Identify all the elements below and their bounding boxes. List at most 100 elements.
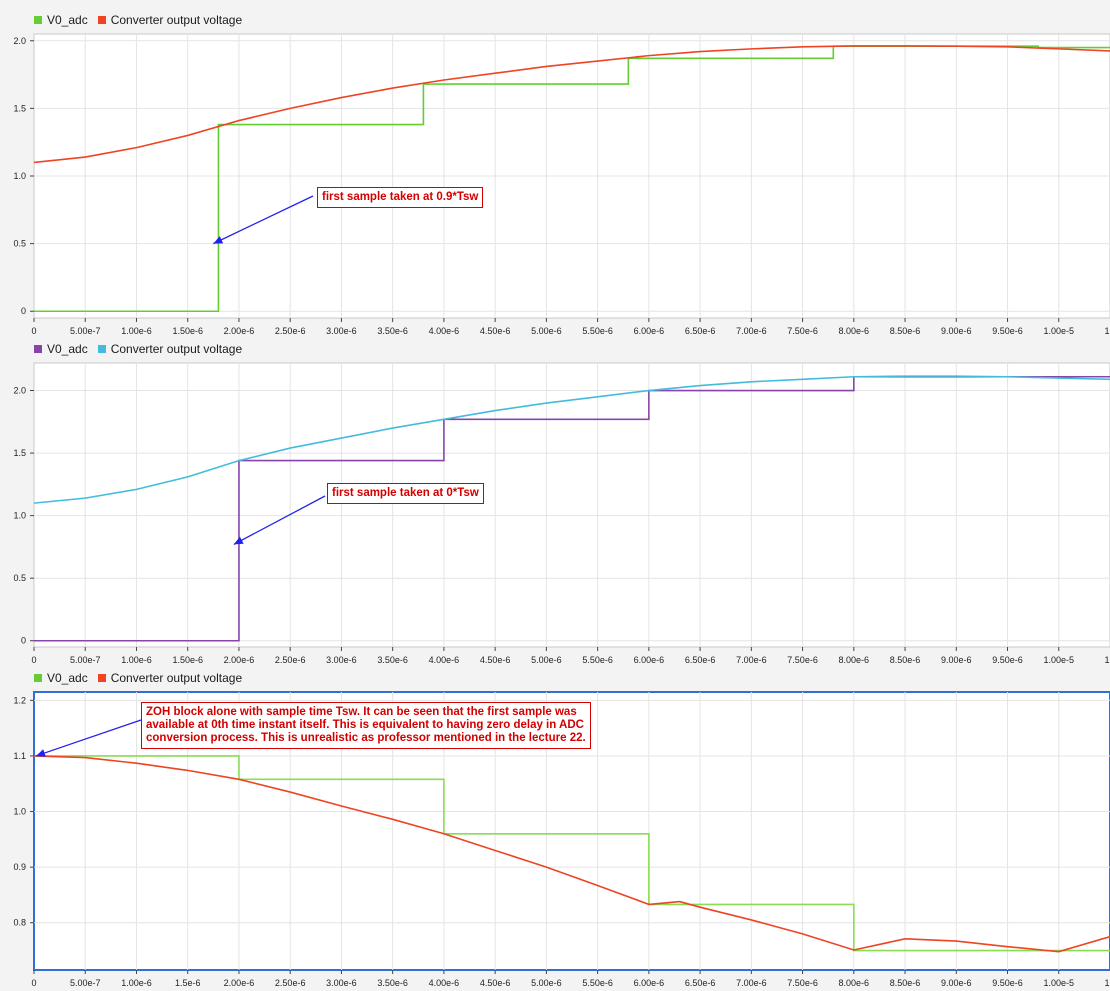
x-tick-label: 2.50e-6: [275, 326, 306, 336]
legend-label: Converter output voltage: [110, 13, 243, 27]
y-tick-label: 0.8: [13, 918, 26, 928]
x-tick-label: 1.00e-5: [1043, 326, 1074, 336]
legend-entry-converter-output-voltage[interactable]: Converter output voltage: [97, 10, 243, 30]
series-line-converter-output-voltage: [34, 45, 1110, 164]
legend-entry-v0-adc[interactable]: V0_adc: [34, 339, 88, 359]
annotation-arrow: [35, 719, 142, 757]
y-tick-label: 0: [21, 306, 26, 316]
y-tick-label: 1.5: [13, 103, 26, 113]
series-line-v0-adc: [34, 45, 1110, 313]
x-tick-label: 5.50e-6: [582, 655, 613, 665]
x-tick-label: 7.50e-6: [787, 655, 818, 665]
x-tick-label: 6.00e-6: [634, 978, 665, 988]
x-tick-label: 0: [31, 978, 36, 988]
series-line-v0-adc: [34, 755, 1110, 952]
legend-entry-v0-adc[interactable]: V0_adc: [34, 10, 88, 30]
series-line-converter-output-voltage: [34, 375, 1110, 504]
x-tick-label-edge: 1: [1104, 655, 1109, 665]
y-tick-label: 0.9: [13, 862, 26, 872]
y-tick-label: 1.2: [13, 695, 26, 705]
x-tick-label: 1.00e-6: [121, 655, 152, 665]
x-tick-label: 1.00e-6: [121, 326, 152, 336]
x-tick-label: 9.00e-6: [941, 326, 972, 336]
x-tick-label-edge: 1: [1104, 326, 1109, 336]
x-tick-label: 9.50e-6: [992, 978, 1023, 988]
x-tick-label: 2.00e-6: [224, 326, 255, 336]
x-tick-label: 3.00e-6: [326, 326, 357, 336]
y-tick-label: 1.5: [13, 448, 26, 458]
legend: V0_adc Converter output voltage: [34, 339, 252, 359]
annotation-note[interactable]: first sample taken at 0*Tsw: [327, 483, 484, 504]
x-tick-label: 8.50e-6: [890, 326, 921, 336]
x-tick-label: 9.50e-6: [992, 655, 1023, 665]
x-tick-label: 4.50e-6: [480, 655, 511, 665]
x-tick-label: 4.50e-6: [480, 978, 511, 988]
legend-entry-converter-output-voltage[interactable]: Converter output voltage: [97, 339, 243, 359]
x-tick-label: 4.00e-6: [429, 326, 460, 336]
y-tick-label: 0.5: [13, 573, 26, 583]
x-tick-label: 2.00e-6: [224, 978, 255, 988]
y-tick-label: 0.5: [13, 239, 26, 249]
annotation-note[interactable]: first sample taken at 0.9*Tsw: [317, 187, 484, 208]
x-tick-label: 3.50e-6: [377, 978, 408, 988]
series-line-converter-output-voltage: [34, 755, 1110, 953]
x-tick-label: 1.00e-5: [1043, 655, 1074, 665]
x-tick-label: 2.50e-6: [275, 655, 306, 665]
scope-panel-1[interactable]: V0_adc Converter output voltage 0 5.00e-7 1.…: [0, 10, 1110, 338]
x-tick-label: 1.5e-6: [175, 978, 201, 988]
legend-swatch: [34, 16, 42, 24]
legend-swatch: [97, 674, 106, 682]
x-tick-label: 1.00e-6: [121, 978, 152, 988]
scope-panel-3[interactable]: V0_adc Converter output voltage 0 5.00e-7 1.…: [0, 668, 1110, 990]
x-tick-label: 8.00e-6: [839, 326, 870, 336]
x-tick-label: 6.00e-6: [634, 326, 665, 336]
x-tick-label: 7.50e-6: [787, 326, 818, 336]
legend-label: Converter output voltage: [110, 342, 243, 356]
x-tick-label: 5.00e-6: [531, 978, 562, 988]
x-tick-label: 3.50e-6: [377, 655, 408, 665]
plot-area[interactable]: [33, 362, 1110, 648]
plot-svg[interactable]: 0 5.00e-7 1.00e-6 1.50e-6 2.00e-6 2.50e-6 3.00…: [0, 10, 1110, 338]
x-tick-label: 9.00e-6: [941, 978, 972, 988]
x-tick-label: 6.00e-6: [634, 655, 665, 665]
legend-label: V0_adc: [47, 342, 88, 356]
x-tick-label: 1.50e-6: [172, 326, 203, 336]
x-tick-label: 0: [31, 326, 36, 336]
y-tick-label: 2.0: [13, 386, 26, 396]
y-tick-label: 0: [21, 636, 26, 646]
annotation-arrowhead: [36, 749, 46, 757]
x-tick-label: 5.00e-7: [70, 655, 101, 665]
x-tick-label: 3.00e-6: [326, 978, 357, 988]
annotation-arrow: [233, 495, 326, 545]
legend-entry-v0-adc[interactable]: V0_adc: [34, 668, 88, 688]
x-tick-label: 5.00e-6: [531, 326, 562, 336]
x-tick-label: 7.50e-6: [787, 978, 818, 988]
x-tick-label: 5.00e-6: [531, 655, 562, 665]
x-tick-label: 9.50e-6: [992, 326, 1023, 336]
legend-label: V0_adc: [47, 671, 88, 685]
legend-swatch: [34, 674, 42, 682]
x-tick-label: 4.50e-6: [480, 326, 511, 336]
x-tick-label: 3.50e-6: [377, 326, 408, 336]
y-tick-label: 1.0: [13, 807, 26, 817]
x-tick-label: 2.50e-6: [275, 978, 306, 988]
legend-swatch: [34, 345, 42, 353]
x-tick-label: 8.50e-6: [890, 978, 921, 988]
legend-swatch: [97, 345, 106, 353]
legend: V0_adc Converter output voltage: [34, 10, 252, 30]
plot-svg[interactable]: 0 5.00e-7 1.00e-6 1.50e-6 2.00e-6 2.50e-6 3.00…: [0, 339, 1110, 667]
x-tick-label: 6.50e-6: [685, 326, 716, 336]
y-tick-label: 1.1: [13, 751, 26, 761]
legend-entry-converter-output-voltage[interactable]: Converter output voltage: [97, 668, 242, 688]
x-tick-label: 4.00e-6: [429, 978, 460, 988]
x-tick-label: 7.00e-6: [736, 978, 767, 988]
annotation-note[interactable]: ZOH block alone with sample time Tsw. It…: [141, 702, 591, 749]
x-tick-label: 8.00e-6: [839, 655, 870, 665]
scope-panel-2[interactable]: V0_adc Converter output voltage 0 5.00e-7 1.…: [0, 339, 1110, 667]
x-tick-label: 7.00e-6: [736, 326, 767, 336]
x-tick-label: 5.00e-7: [70, 978, 101, 988]
x-tick-label: 8.50e-6: [890, 655, 921, 665]
x-tick-label: 1.50e-6: [172, 655, 203, 665]
plot-svg[interactable]: 0 5.00e-7 1.00e-6 1.5e-6 2.00e-6 2.50e-6 3.00e…: [0, 668, 1110, 990]
